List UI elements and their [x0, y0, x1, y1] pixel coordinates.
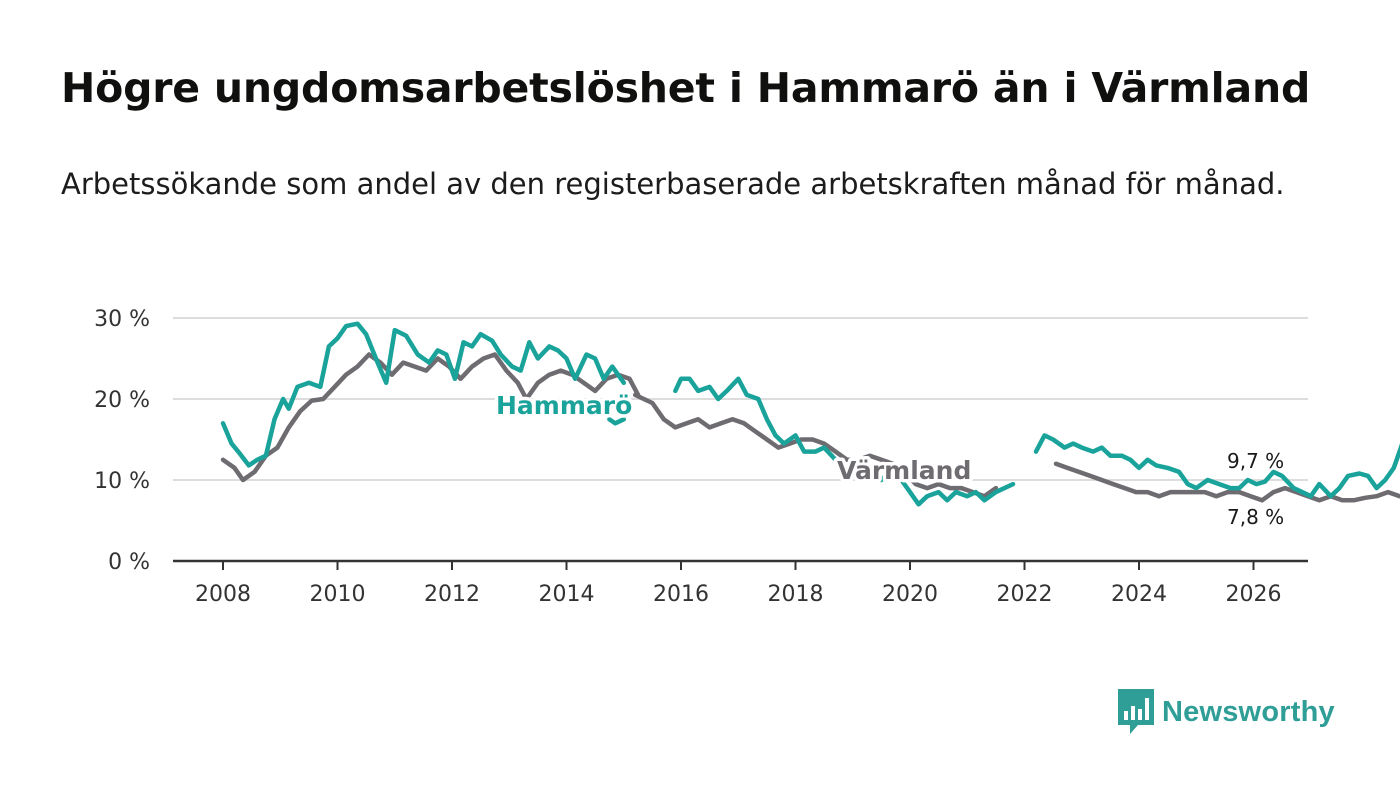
chart-title: Högre ungdomsarbetslöshet i Hammarö än i… [61, 64, 1311, 112]
newsworthy-logo: Newsworthy [1118, 688, 1335, 736]
series-label-varmland: Värmland [837, 456, 971, 485]
x-tick-label: 2012 [424, 582, 480, 607]
label-layer: Hammarö Värmland 9,7 % 7,8 % [493, 388, 1287, 532]
series-label-hammaro: Hammarö [496, 391, 632, 420]
y-tick-label: 0 % [108, 550, 150, 575]
brand-name: Newsworthy [1162, 695, 1335, 728]
series-line-varmland [632, 392, 999, 499]
newsworthy-logo-icon [1118, 689, 1154, 734]
x-tick-label: 2026 [1226, 582, 1282, 607]
x-tick-label: 2022 [997, 582, 1053, 607]
y-tick-label: 20 % [94, 388, 150, 413]
x-tick-label: 2010 [310, 582, 366, 607]
x-tick-label: 2020 [882, 582, 938, 607]
x-tick-label: 2018 [768, 582, 824, 607]
series-line-hammaro [220, 321, 627, 468]
grid-layer [173, 317, 1308, 563]
y-tick-label: 10 % [94, 469, 150, 494]
x-tick-label: 2014 [539, 582, 595, 607]
series-line-hammaro [607, 417, 627, 426]
series-line-hammaro [673, 376, 1016, 507]
x-tick-label: 2016 [653, 582, 709, 607]
series-line-hammaro [1033, 433, 1400, 499]
y-tick-label: 30 % [94, 307, 150, 332]
x-tick-label: 2008 [195, 582, 251, 607]
y-axis-ticks: 0 % 10 % 20 % 30 % [94, 307, 150, 575]
series-line-varmland [220, 352, 641, 483]
series-line-varmland [1053, 461, 1400, 503]
x-axis-ticks: 2008 2010 2012 2014 2016 2018 2020 2022 2024 2026 [195, 561, 1282, 607]
series-layer [220, 321, 1400, 507]
end-label-hammaro: 9,7 % [1227, 449, 1284, 473]
x-tick-label: 2024 [1111, 582, 1167, 607]
end-label-varmland: 7,8 % [1227, 505, 1284, 529]
chart-subtitle: Arbetssökande som andel av den registerb… [61, 167, 1285, 201]
